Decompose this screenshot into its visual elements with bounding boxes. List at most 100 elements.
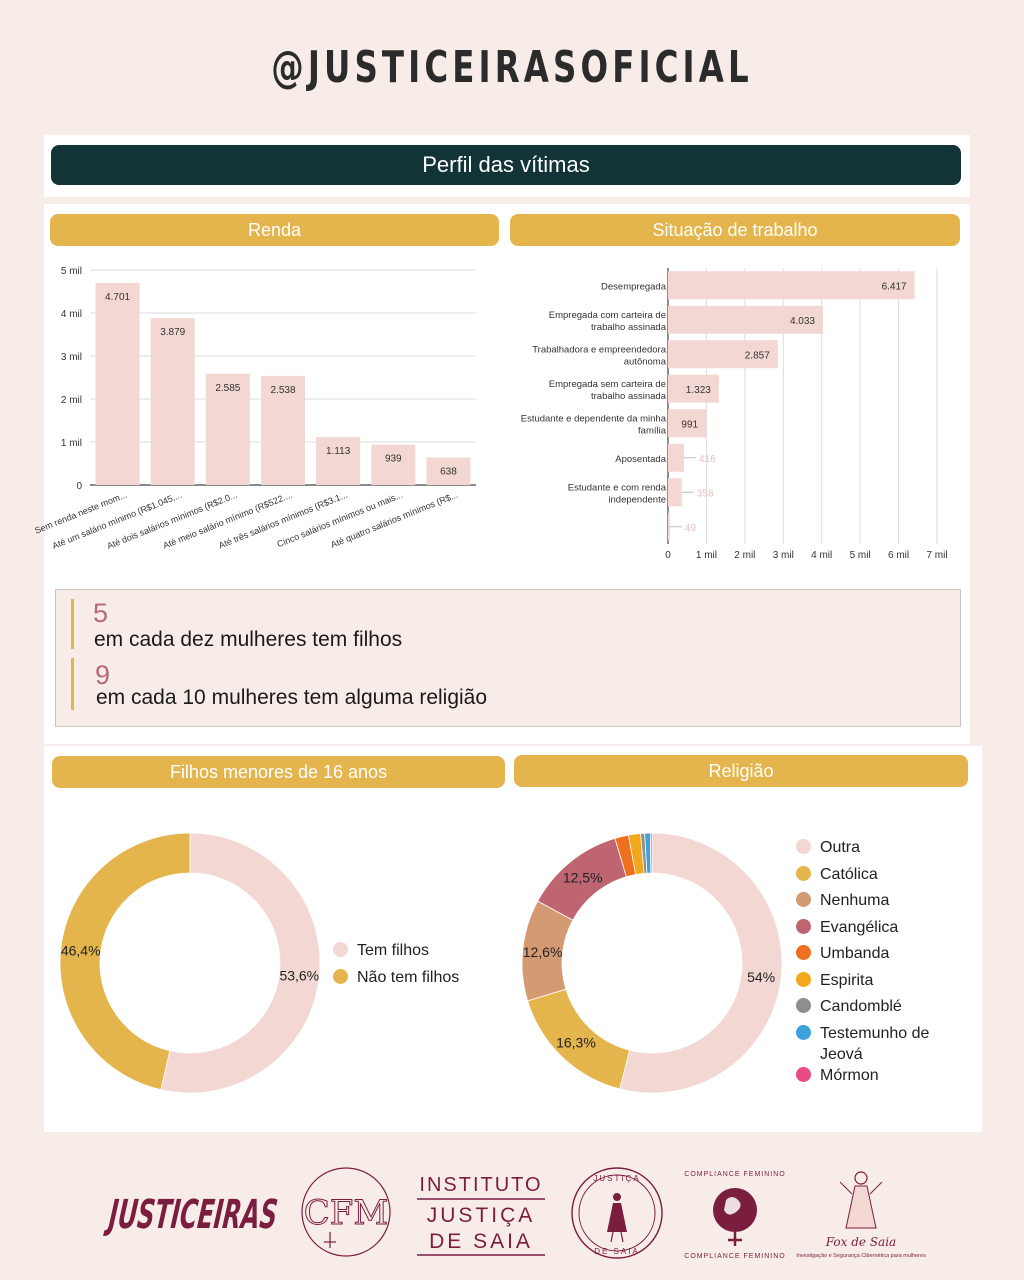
renda-ytick-label: 2 mil — [61, 395, 82, 406]
renda-bar — [316, 437, 361, 485]
legend-swatch — [333, 942, 348, 957]
trabalho-value-label: 4.033 — [790, 316, 815, 327]
trabalho-bar — [668, 340, 778, 369]
religiao-legend-item: Umbanda — [796, 943, 889, 964]
filhos-legend-label: Tem filhos — [357, 942, 430, 959]
trabalho-bar — [668, 374, 719, 403]
trabalho-category-label: Desempregada — [601, 281, 667, 292]
trabalho-category-label: trabalho assinada — [591, 322, 667, 333]
fox-de-saia-tagline: Investigação e Segurança Cibernética par… — [796, 1253, 926, 1259]
trabalho-category-label: Empregada com carteira de — [549, 310, 666, 321]
fox-de-saia-logo: Fox de Saia Investigação e Segurança Cib… — [796, 1162, 926, 1267]
filhos-slice — [160, 832, 321, 1094]
trabalho-value-label: 991 — [681, 419, 698, 430]
trabalho-xtick-label: 4 mil — [811, 550, 832, 561]
religiao-slice — [649, 832, 653, 874]
legend-swatch — [796, 1024, 811, 1040]
religiao-legend-item: Testemunho de Jeová — [796, 1023, 929, 1065]
religiao-legend-item: Outra — [796, 837, 860, 858]
renda-value-label: 638 — [440, 467, 457, 478]
religiao-legend-item: Mórmon — [796, 1065, 879, 1086]
trabalho-category-label: Estudante e dependente da minha — [521, 413, 667, 424]
filhos-value-label: 46,4% — [61, 943, 101, 959]
legend-swatch — [796, 998, 811, 1013]
stat-number-religion: 9 — [95, 660, 111, 690]
renda-ytick-label: 4 mil — [61, 309, 82, 320]
religiao-value-label: 12,5% — [563, 870, 603, 886]
trabalho-xtick-label: 0 — [665, 550, 671, 561]
filhos-value-label: 53,6% — [279, 967, 319, 983]
legend-swatch — [796, 971, 811, 987]
filhos-legend-item: Tem filhos — [333, 940, 429, 961]
religiao-legend-item: Evangélica — [796, 917, 898, 938]
religiao-value-label: 16,3% — [556, 1034, 596, 1050]
renda-value-label: 4.701 — [105, 292, 130, 303]
trabalho-bar — [668, 409, 707, 438]
renda-bar — [95, 282, 140, 485]
renda-ytick-label: 0 — [76, 481, 82, 492]
trabalho-category-label: Empregada sem carteira de — [549, 379, 666, 390]
instituto-line-2: JUSTIÇA — [427, 1204, 536, 1227]
justica-de-saia-seal: JUSTIÇA DE SAIA — [570, 1166, 664, 1260]
legend-swatch — [796, 945, 811, 960]
fox-de-saia-text: Fox de Saia — [825, 1235, 896, 1249]
religiao-legend-label: Católica — [820, 865, 878, 883]
trabalho-category-label: trabalho assinada — [591, 391, 667, 402]
page-title: Perfil das vítimas — [51, 145, 961, 185]
filhos-slice — [59, 832, 191, 1091]
religiao-value-label: 54% — [747, 969, 775, 985]
seal-top-text: JUSTIÇA — [593, 1174, 640, 1183]
instituto-justica-de-saia-logo: INSTITUTO JUSTIÇA DE SAIA — [414, 1170, 548, 1260]
religiao-legend-label: Umbanda — [820, 945, 890, 962]
renda-ytick-label: 5 mil — [61, 266, 82, 277]
renda-bar — [426, 457, 471, 485]
religiao-slice — [619, 832, 783, 1094]
renda-ytick-label: 3 mil — [61, 352, 82, 363]
trabalho-category-label: Estudante e com renda — [568, 482, 667, 493]
renda-bar — [205, 373, 250, 485]
religiao-legend-label: Mórmon — [820, 1066, 879, 1084]
renda-value-label: 3.879 — [160, 327, 185, 338]
page-handle: @JUSTICEIRASOFICIAL — [271, 42, 753, 93]
religiao-legend-label: Outra — [820, 839, 861, 856]
renda-ytick-label: 1 mil — [61, 438, 82, 449]
religiao-legend-label: Candomblé — [820, 998, 902, 1015]
compliance-bottom-text: COMPLIANCE FEMININO — [684, 1253, 785, 1260]
compliance-feminino-logo: COMPLIANCE FEMININO COMPLIANCE FEMININO — [684, 1166, 784, 1260]
trabalho-value-label: 6.417 — [882, 281, 907, 292]
trabalho-category-label: independente — [608, 494, 666, 505]
stat-text-religion: em cada 10 mulheres tem alguma religião — [96, 686, 488, 709]
trabalho-bar — [668, 271, 915, 300]
renda-bar — [150, 318, 195, 485]
legend-swatch — [796, 918, 811, 934]
trabalho-value-label: 358 — [697, 488, 714, 499]
trabalho-bar — [668, 478, 682, 507]
trabalho-xtick-label: 6 mil — [888, 550, 909, 561]
trabalho-xtick-label: 1 mil — [696, 550, 717, 561]
renda-bar — [261, 375, 305, 485]
renda-value-label: 2.538 — [270, 385, 295, 396]
stats-box — [55, 589, 961, 727]
section-title-religiao: Religião — [514, 755, 968, 787]
stat-divider — [71, 599, 74, 649]
trabalho-xtick-label: 5 mil — [850, 550, 871, 561]
religiao-legend-label: Evangélica — [820, 918, 899, 936]
trabalho-bar — [668, 512, 670, 541]
trabalho-value-label: 49 — [685, 523, 697, 534]
renda-value-label: 1.113 — [326, 446, 351, 457]
stat-number-children: 5 — [93, 598, 109, 628]
religiao-value-label: 12,6% — [523, 944, 563, 960]
trabalho-category-label: autônoma — [624, 356, 667, 367]
religiao-legend-item: Católica — [796, 864, 878, 885]
legend-swatch — [796, 865, 811, 881]
filhos-legend-label: Não tem filhos — [357, 968, 460, 986]
trabalho-bar — [668, 443, 684, 472]
trabalho-value-label: 2.857 — [745, 350, 770, 361]
religiao-legend-label: Testemunho de Jeová — [820, 1024, 930, 1063]
stat-text-children: em cada dez mulheres tem filhos — [94, 628, 403, 651]
trabalho-category-label: família — [638, 425, 667, 436]
trabalho-xtick-label: 7 mil — [926, 550, 947, 561]
